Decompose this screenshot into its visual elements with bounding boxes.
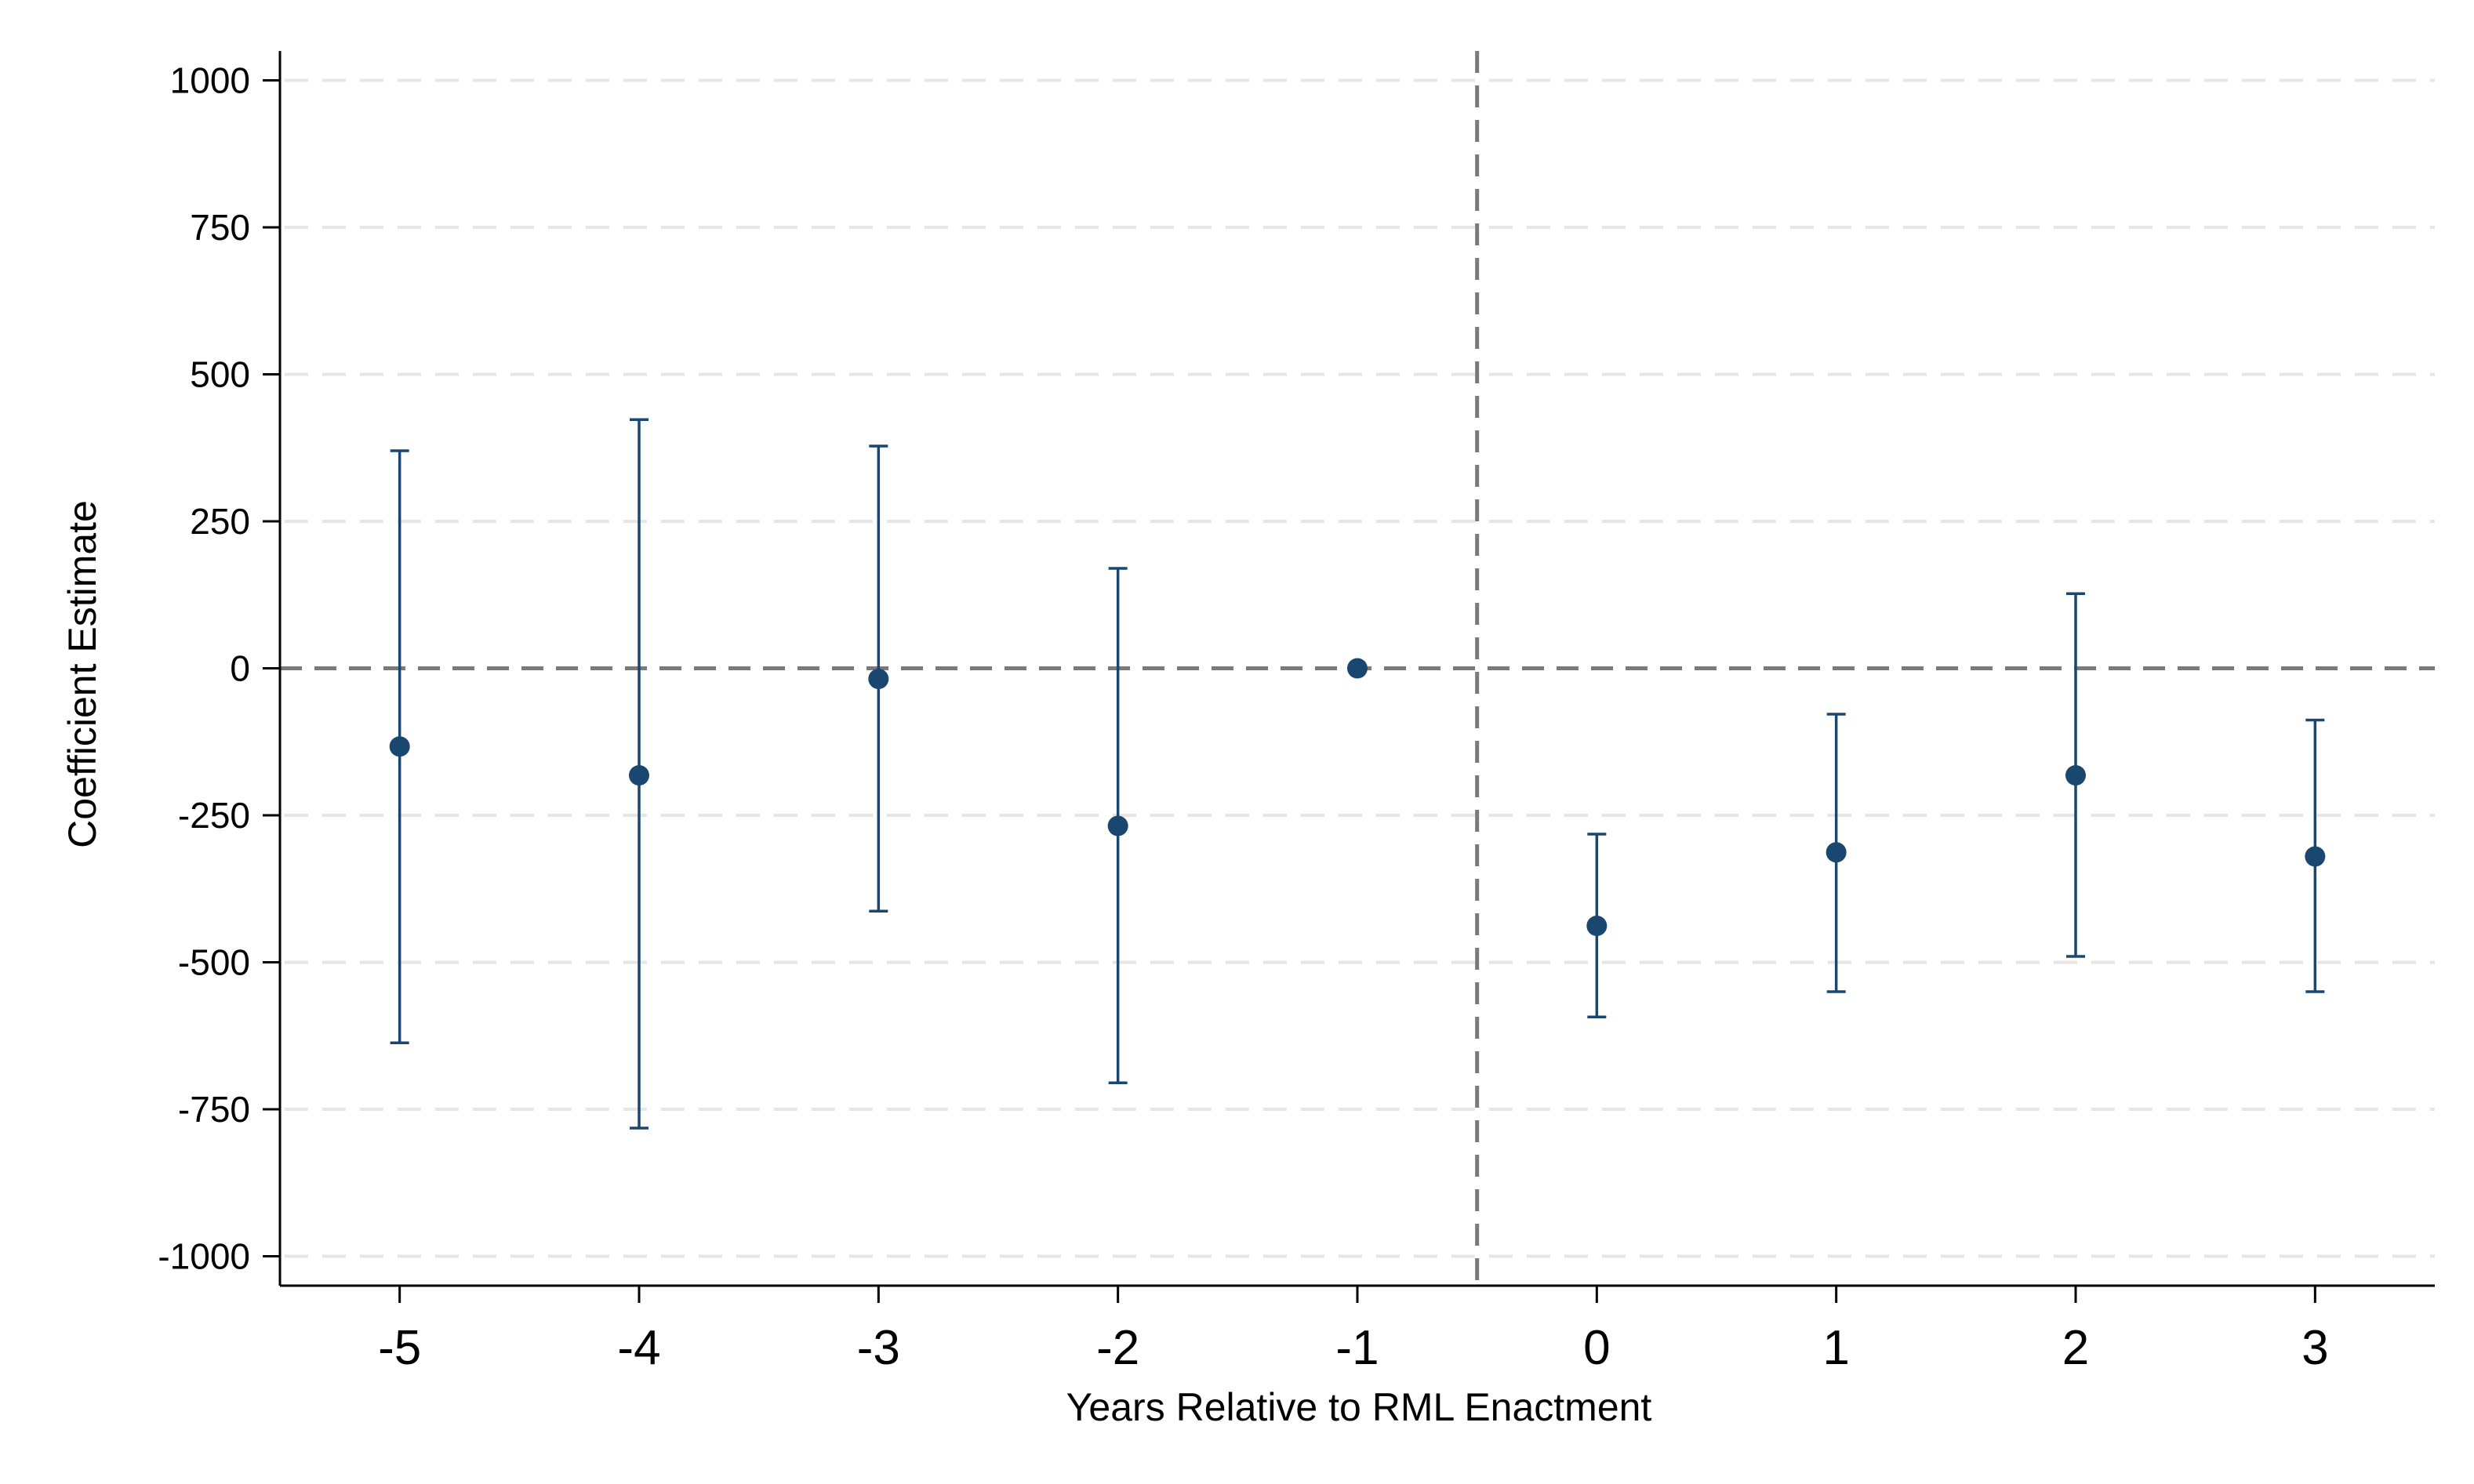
x-tick-label: 0 xyxy=(1583,1321,1610,1375)
point-estimate xyxy=(868,669,889,689)
y-tick-label: 500 xyxy=(190,354,250,395)
y-tick-label: 0 xyxy=(230,648,250,689)
x-tick-label: 1 xyxy=(1822,1321,1849,1375)
point-estimate xyxy=(629,765,649,786)
y-tick-label: -750 xyxy=(178,1089,250,1130)
y-tick-label: -1000 xyxy=(158,1236,250,1277)
x-tick-label: -3 xyxy=(857,1321,900,1375)
point-estimate xyxy=(1347,658,1368,679)
axes: 1000 750 500 250 0 -250 -500 -750 -1000 -5 -4 -3 -2 -… xyxy=(158,51,2435,1375)
point-estimate xyxy=(1826,842,1847,863)
x-tick-label: -1 xyxy=(1335,1321,1379,1375)
x-tick-label: 2 xyxy=(2062,1321,2089,1375)
point-estimate xyxy=(1586,916,1608,936)
x-tick-label: -2 xyxy=(1096,1321,1139,1375)
point-estimate xyxy=(2065,765,2086,786)
x-axis-title: Years Relative to RML Enactment xyxy=(1066,1385,1652,1429)
y-tick-label: 750 xyxy=(190,207,250,248)
y-tick-label: -500 xyxy=(178,942,250,983)
x-tick-label: -5 xyxy=(378,1321,421,1375)
gridlines xyxy=(285,78,2435,1258)
y-tick-label: -250 xyxy=(178,795,250,836)
y-tick-label: 250 xyxy=(190,501,250,542)
x-tick-label: -4 xyxy=(617,1321,660,1375)
data-series xyxy=(389,418,2326,1130)
point-estimate xyxy=(1107,815,1128,836)
point-estimate xyxy=(2305,846,2326,867)
point-estimate xyxy=(389,736,410,757)
y-axis-title: Coefficient Estimate xyxy=(60,500,104,848)
y-tick-label: 1000 xyxy=(170,60,250,101)
x-tick-label: 3 xyxy=(2301,1321,2328,1375)
